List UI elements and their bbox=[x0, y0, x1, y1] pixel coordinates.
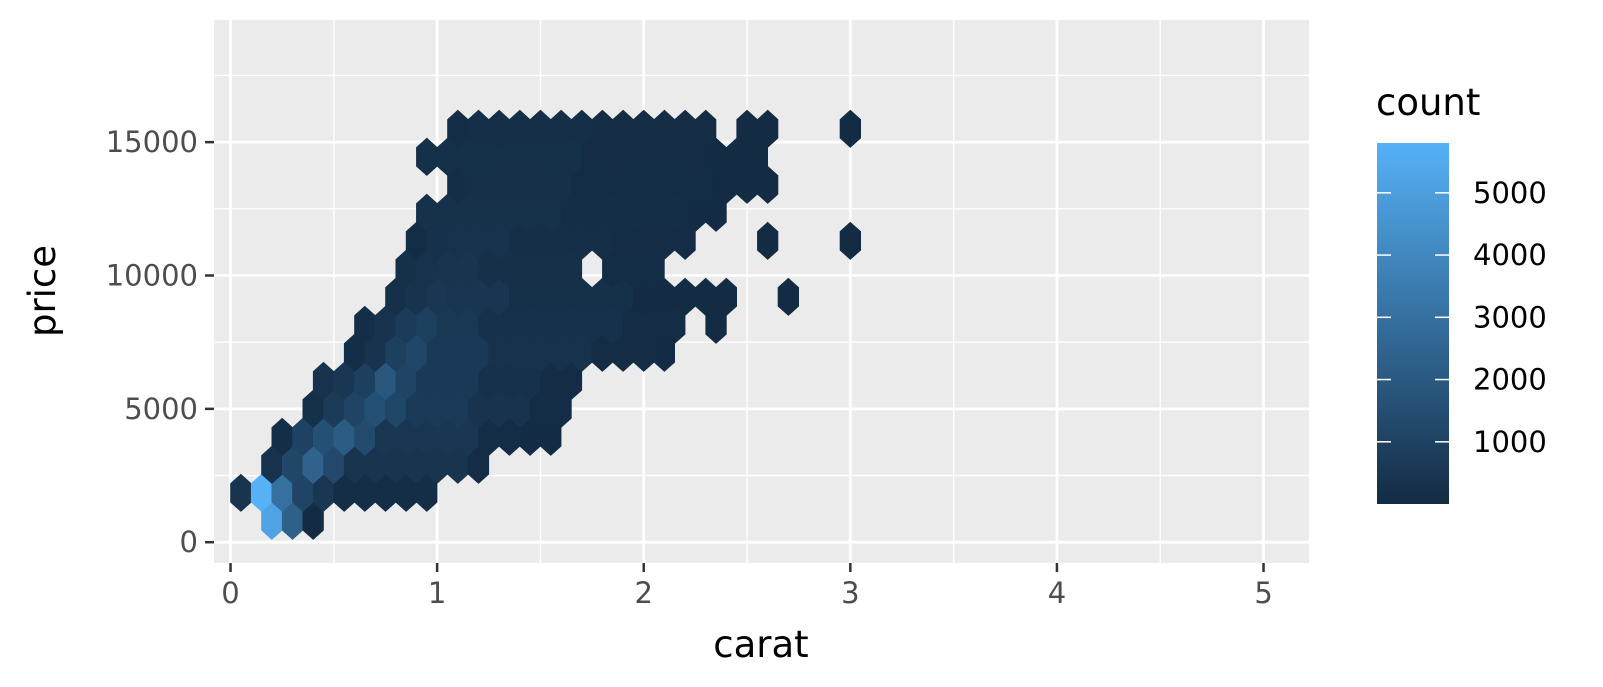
y-axis: 0 5000 10000 15000 bbox=[106, 125, 214, 559]
y-tick-label: 15000 bbox=[106, 125, 198, 159]
hex-bin bbox=[757, 109, 779, 148]
y-tick-label: 10000 bbox=[106, 258, 198, 292]
legend-title: count bbox=[1376, 81, 1480, 124]
y-tick-label: 5000 bbox=[124, 392, 198, 426]
hex-bin bbox=[839, 109, 862, 148]
x-axis: 0 1 2 3 4 5 bbox=[221, 563, 1273, 610]
x-axis-title: carat bbox=[713, 623, 808, 666]
hex-bins bbox=[230, 109, 862, 540]
hex-bin bbox=[695, 109, 717, 148]
x-tick-label: 4 bbox=[1048, 576, 1066, 610]
hex-bin bbox=[777, 277, 800, 316]
hex-bin bbox=[757, 221, 779, 260]
hex-bin bbox=[715, 277, 738, 316]
x-tick-label: 3 bbox=[841, 576, 859, 610]
color-legend: count 1000 2000 3000 4000 5000 bbox=[1376, 81, 1547, 504]
x-tick-label: 2 bbox=[635, 576, 653, 610]
x-tick-label: 0 bbox=[221, 576, 239, 610]
legend-colorbar bbox=[1377, 143, 1449, 504]
legend-ticks: 1000 2000 3000 4000 5000 bbox=[1377, 176, 1547, 459]
legend-tick-label: 4000 bbox=[1473, 238, 1547, 272]
hex-bin bbox=[839, 221, 862, 260]
legend-tick-label: 5000 bbox=[1473, 176, 1547, 210]
x-tick-label: 5 bbox=[1254, 576, 1272, 610]
x-tick-label: 1 bbox=[428, 576, 446, 610]
legend-tick-label: 3000 bbox=[1473, 300, 1547, 334]
legend-tick-label: 2000 bbox=[1473, 363, 1547, 397]
y-axis-title: price bbox=[21, 245, 64, 337]
y-tick-label: 0 bbox=[180, 525, 198, 559]
legend-tick-label: 1000 bbox=[1473, 425, 1547, 459]
